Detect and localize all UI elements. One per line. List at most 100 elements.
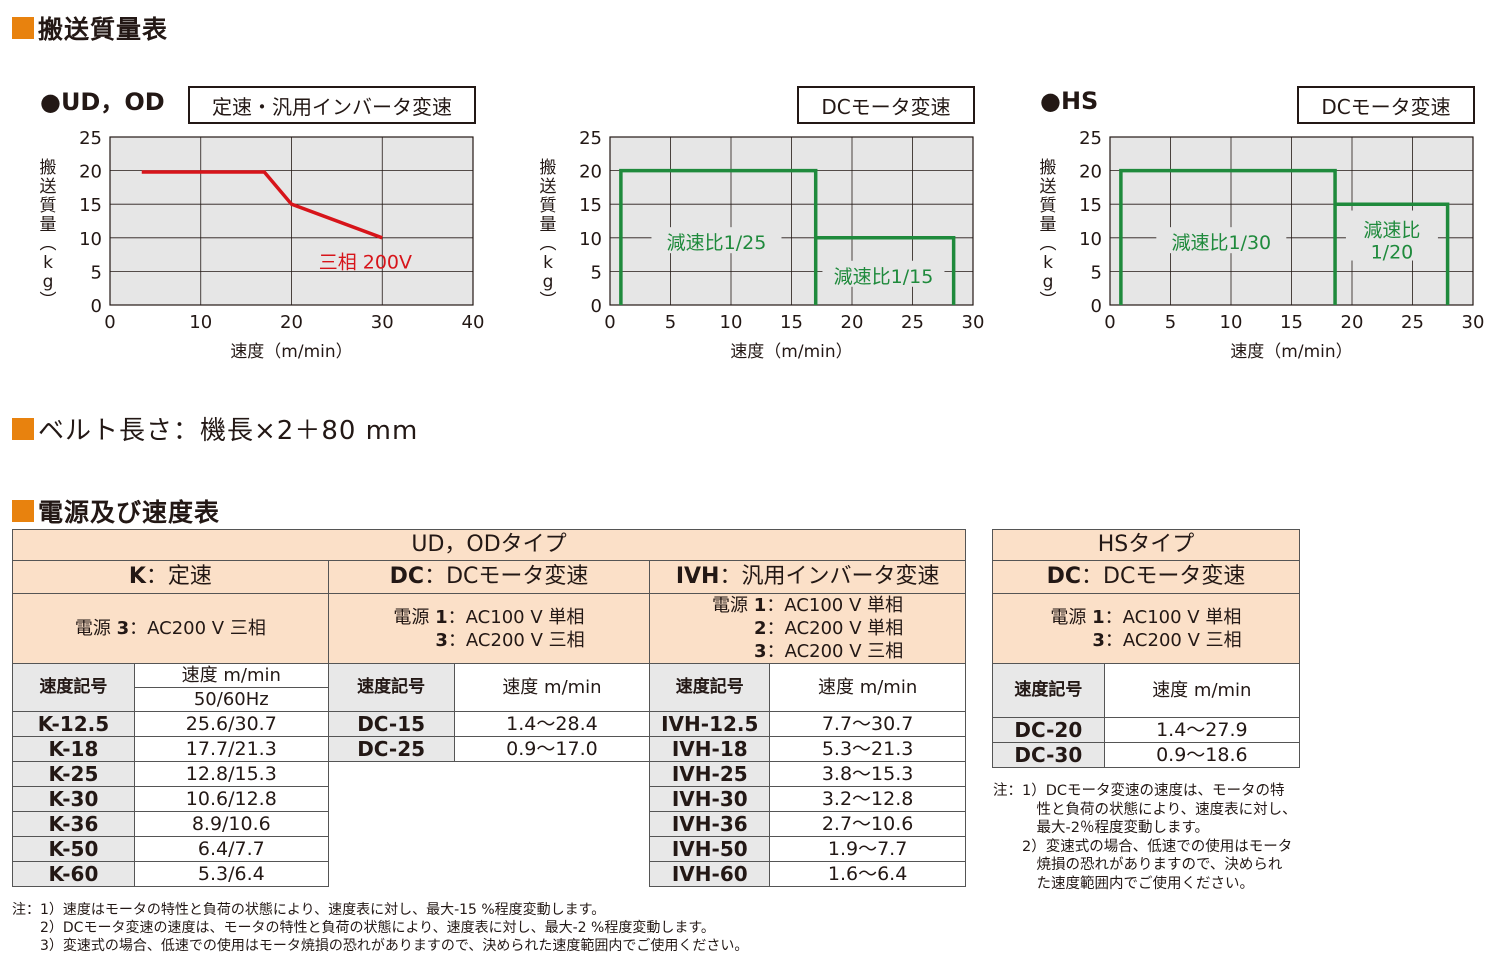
y-tick-label: 0 <box>1091 296 1102 317</box>
y-tick-label: 5 <box>591 262 602 283</box>
hs-power-cell: 電源 1：AC100 V 単相 3：AC200 V 三相 <box>992 593 1300 664</box>
k-power-prefix: 電源 <box>74 617 117 639</box>
hs-dc-header-code: DC <box>1046 564 1082 589</box>
k-freq-header: 50/60Hz <box>133 687 329 712</box>
ivh-power-prefix: 電源 <box>712 595 754 616</box>
ud-od-speed-table: UD，ODタイプ K：定速 DC：DCモータ変速 IVH：汎用インバータ変速 電… <box>12 529 966 887</box>
k-speed-value: 10.6/12.8 <box>133 786 329 812</box>
y-tick-label: 0 <box>91 296 102 317</box>
hs-dc-header: DC：DCモータ変速 <box>992 560 1300 594</box>
ivh-speed-value: 1.6～6.4 <box>769 861 966 887</box>
ivh-speed-value: 7.7～30.7 <box>769 711 966 737</box>
k-speed-value: 5.3/6.4 <box>133 861 329 887</box>
chart3-tag: DCモータ変速 <box>1297 86 1475 124</box>
blank-cell <box>328 811 455 837</box>
ivh-speed-code: IVH-50 <box>649 836 771 862</box>
dc-power-prefix: 電源 <box>393 606 436 628</box>
hs-speed-value: 0.9～18.6 <box>1103 742 1301 768</box>
k-speed-code: K-12.5 <box>12 711 135 737</box>
orange-square-icon <box>12 417 34 440</box>
hs-power-num: 1 <box>1092 606 1105 628</box>
blank-cell <box>454 811 650 837</box>
y-tick-label: 10 <box>79 229 102 250</box>
ivh-speed-value: 5.3～21.3 <box>769 736 966 762</box>
y-tick-label: 5 <box>91 262 102 283</box>
k-speed-value: 6.4/7.7 <box>133 836 329 862</box>
k-header-code: K <box>128 564 146 589</box>
hs-speed-header: 速度 m/min <box>1103 663 1301 718</box>
y-tick-label: 20 <box>79 162 102 183</box>
blank-cell <box>454 786 650 812</box>
k-speed-code: K-18 <box>12 736 135 762</box>
chart-ud-od-dc: 0 5 10 15 20 25 30 0 5 10 15 20 25 搬送質量︵ k g ︶ 速度（m/min） 減… <box>540 128 985 362</box>
hs-speed-table: HSタイプ DC：DCモータ変速 電源 1：AC100 V 単相 3：AC200… <box>992 529 1301 768</box>
table-row: K-25 12.8/15.3 IVH-25 3.8～15.3 <box>12 761 966 787</box>
y-tick-label: 20 <box>1079 162 1102 183</box>
label-background <box>822 260 945 287</box>
dc-power-num: 1 <box>435 606 448 628</box>
ud-od-mark: ●UD，OD <box>40 88 165 116</box>
orange-square-icon <box>12 500 34 522</box>
series-label: 1/20 <box>1371 242 1414 264</box>
x-axis-label: 速度（m/min） <box>230 342 352 362</box>
label-background <box>1156 227 1287 254</box>
transport-mass-title-text: 搬送質量表 <box>38 15 169 44</box>
y-tick-label: 20 <box>579 162 602 183</box>
dc-header-text: ：DCモータ変速 <box>424 564 589 589</box>
dc-speed-header: 速度 m/min <box>453 663 651 712</box>
hs-notes: 注：1）DCモータ変速の速度は、モータの特 性と負荷の状態により、速度表に対し、… <box>993 783 1297 892</box>
k-speed-code: K-25 <box>12 761 135 787</box>
hs-speed-value: 1.4～27.9 <box>1103 717 1301 743</box>
series-line <box>141 170 383 240</box>
ud-od-type-header: UD，ODタイプ <box>12 529 966 561</box>
blank-cell <box>454 836 650 862</box>
ivh-speed-code: IVH-60 <box>649 861 771 887</box>
table-row: K-12.5 25.6/30.7 DC-15 1.4～28.4 IVH-12.5 7.7～… <box>12 711 966 737</box>
dc-header-code: DC <box>389 564 425 589</box>
k-power-text: ：AC200 V 三相 <box>129 617 266 639</box>
k-header: K：定速 <box>12 560 329 594</box>
chart1-tag: 定速・汎用インバータ変速 <box>188 86 476 124</box>
blank-cell <box>328 786 455 812</box>
series-label: 減速比1/15 <box>834 266 934 288</box>
ivh-power-text: ：AC100 V 単相 <box>766 595 903 616</box>
series-line <box>1335 202 1450 305</box>
ivh-header-code: IVH <box>675 564 720 589</box>
ivh-speed-code: IVH-30 <box>649 786 771 812</box>
table-row: K-50 6.4/7.7 IVH-50 1.9～7.7 <box>12 836 966 862</box>
dc-code-header: 速度記号 <box>327 663 455 712</box>
ivh-speed-header: 速度 m/min <box>769 663 966 712</box>
dc-power-cell: 電源 1：AC100 V 単相 3：AC200 V 三相 <box>327 593 651 664</box>
chart2-tag: DCモータ変速 <box>797 86 975 124</box>
x-axis-label: 速度（m/min） <box>1230 342 1352 362</box>
x-axis-label: 速度（m/min） <box>730 342 852 362</box>
label-background <box>651 227 782 254</box>
k-code-header: 速度記号 <box>12 663 135 712</box>
ud-od-notes: 注：1）速度はモータの特性と負荷の状態により、速度表に対し、最大-15 %程度変… <box>12 902 749 954</box>
chart-hs-dc: 0 5 10 15 20 25 30 0 5 10 15 20 25 搬送質量︵ k g ︶ 速度（m/min） 減… <box>1040 128 1485 362</box>
k-speed-value: 8.9/10.6 <box>133 811 329 837</box>
series-label: 減速比1/30 <box>1171 232 1271 254</box>
ivh-power-num: 1 <box>753 595 767 616</box>
k-speed-value: 12.8/15.3 <box>133 761 329 787</box>
x-tick-label: 0 <box>604 312 615 333</box>
table-row: K-18 17.7/21.3 DC-25 0.9～17.0 IVH-18 5.3～21.3 <box>12 736 966 762</box>
power-speed-title: 電源及び速度表 <box>12 493 220 529</box>
x-tick-label: 10 <box>189 312 212 333</box>
dc-header: DC：DCモータ変速 <box>327 560 651 594</box>
y-tick-label: 25 <box>1079 128 1102 149</box>
series-label: 減速比 <box>1363 220 1420 242</box>
ivh-speed-value: 2.7～10.6 <box>769 811 966 837</box>
x-tick-label: 0 <box>104 312 115 333</box>
ivh-power-cell: 電源 1：AC100 V 単相 2：AC200 V 単相 3：AC200 V 三… <box>649 593 966 664</box>
orange-square-icon <box>12 17 34 39</box>
hs-mark: ●HS <box>1040 87 1099 115</box>
ivh-header: IVH：汎用インバータ変速 <box>649 560 966 594</box>
k-power-num: 3 <box>116 617 130 639</box>
y-tick-label: 5 <box>1091 262 1102 283</box>
x-tick-label: 20 <box>1341 312 1364 333</box>
y-tick-label: 15 <box>79 195 102 216</box>
series-label: 減速比1/25 <box>667 232 767 254</box>
blank-cell <box>328 761 455 787</box>
ivh-speed-code: IVH-18 <box>649 736 771 762</box>
